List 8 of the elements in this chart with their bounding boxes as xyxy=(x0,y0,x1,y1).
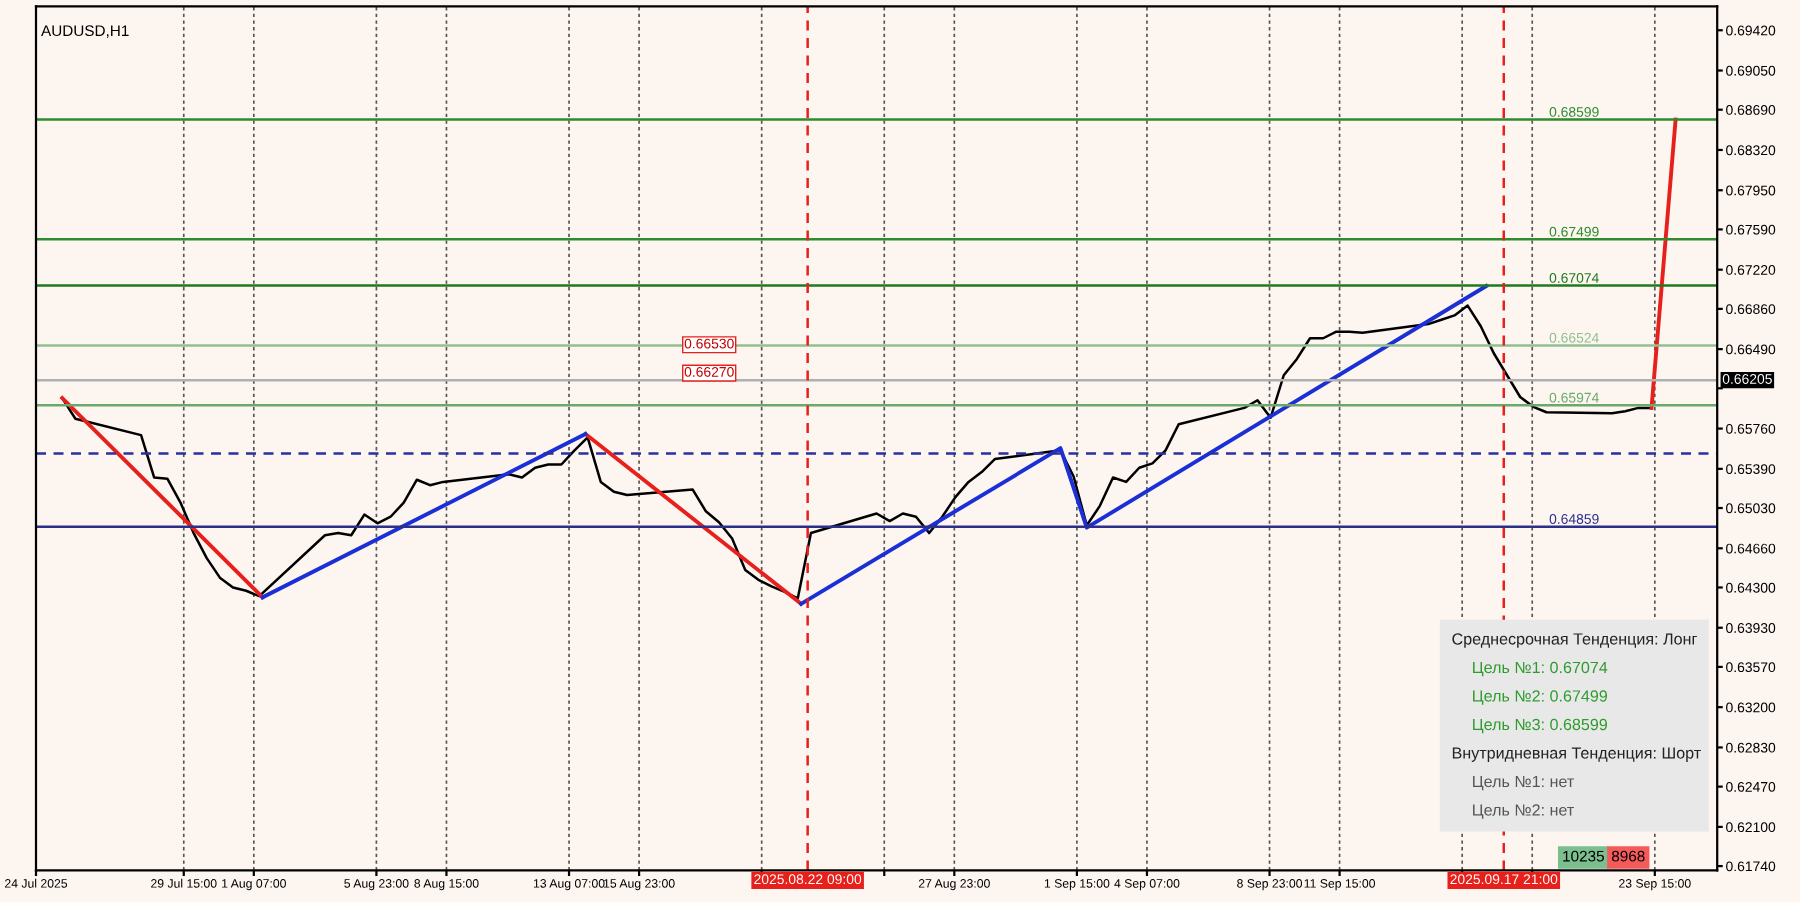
annotation: Цель №2: 0.67499 xyxy=(1473,690,1608,705)
annotation: Цель №3: 0.68599 xyxy=(1473,718,1608,734)
annotation: Цель №1: 0.67074 xyxy=(1473,661,1608,677)
line-series xyxy=(61,304,1653,600)
annotation: Внутридневная Тенденция: Шорт xyxy=(1452,747,1701,762)
annotation: Среднесрочная Тенденция: Лонг xyxy=(1452,633,1697,648)
annotation: Цель №2: нет xyxy=(1473,804,1574,819)
annotation: Цель №1: нет xyxy=(1473,775,1574,791)
